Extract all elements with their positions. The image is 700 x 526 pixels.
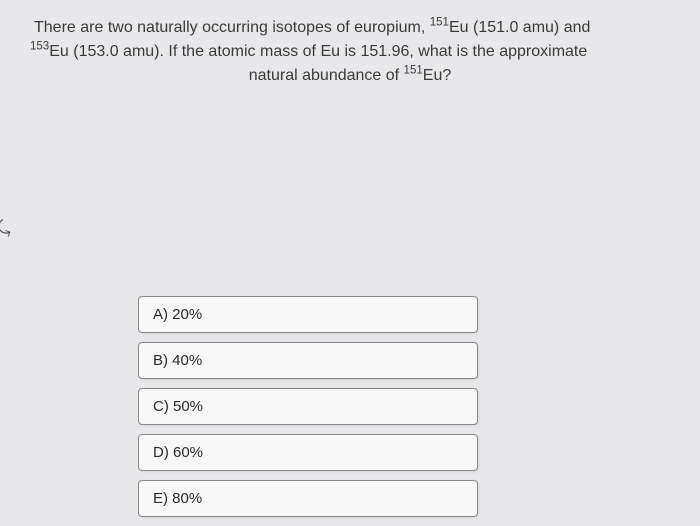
question-text-part: Eu? <box>423 67 451 84</box>
options-container: A) 20% B) 40% C) 50% D) 60% E) 80% <box>138 296 478 526</box>
question-text-part: Eu (153.0 amu). If the atomic mass of Eu… <box>49 43 587 60</box>
option-d[interactable]: D) 60% <box>138 434 478 471</box>
question-container: There are two naturally occurring isotop… <box>0 0 700 88</box>
cursor-icon: ⤹ <box>0 217 13 241</box>
option-b[interactable]: B) 40% <box>138 342 478 379</box>
option-e[interactable]: E) 80% <box>138 480 478 517</box>
option-a[interactable]: A) 20% <box>138 296 478 333</box>
option-c[interactable]: C) 50% <box>138 388 478 425</box>
question-text-part: There are two naturally occurring isotop… <box>34 19 430 36</box>
question-line-1: There are two naturally occurring isotop… <box>30 16 670 40</box>
isotope-superscript: 151 <box>404 65 423 77</box>
question-line-3: natural abundance of 151Eu? <box>30 64 670 88</box>
isotope-superscript: 153 <box>30 41 49 53</box>
question-text-part: natural abundance of <box>249 67 404 84</box>
isotope-superscript: 151 <box>430 17 449 29</box>
question-text: There are two naturally occurring isotop… <box>30 16 670 88</box>
question-line-2: 153Eu (153.0 amu). If the atomic mass of… <box>30 40 670 64</box>
question-text-part: Eu (151.0 amu) and <box>449 19 590 36</box>
